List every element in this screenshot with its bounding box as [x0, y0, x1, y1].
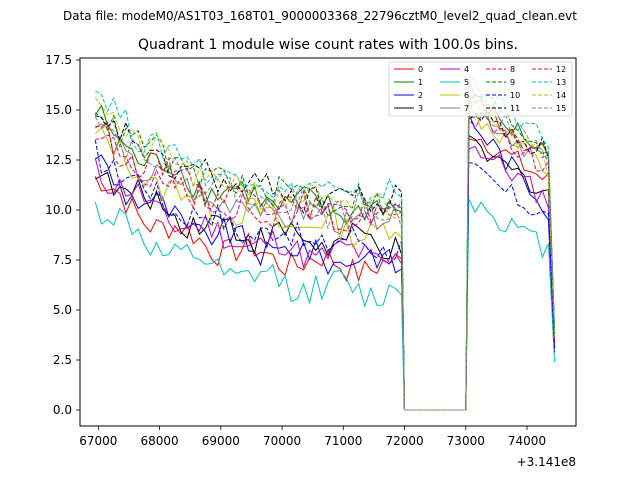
series-line-11 [95, 109, 556, 411]
series-line-2 [95, 113, 556, 411]
series-line-3 [95, 134, 556, 411]
y-tick-label: 7.5 [53, 253, 72, 267]
legend-box [388, 61, 573, 117]
y-tick-label: 10.0 [45, 203, 72, 217]
y-tick-label: 5.0 [53, 303, 72, 317]
chart-title: Quadrant 1 module wise count rates with … [138, 37, 518, 53]
series-layer [94, 74, 556, 411]
legend-label: 10 [510, 91, 520, 100]
y-tick-label: 15.0 [45, 103, 72, 117]
legend-label: 1 [418, 78, 423, 87]
x-tick-label: 72000 [385, 434, 423, 448]
series-line-0 [94, 138, 556, 411]
x-axis: 67000 68000 69000 70000 71000 72000 73000 74000 [79, 426, 546, 448]
legend-label: 7 [464, 104, 469, 113]
legend-label: 12 [556, 65, 566, 74]
legend-label: 4 [464, 65, 469, 74]
series-line-14 [94, 80, 556, 411]
y-tick-label: 12.5 [45, 153, 72, 167]
chart-suptitle: Data file: modeM0/AS1T03_168T01_90000033… [63, 9, 577, 23]
series-line-10 [94, 140, 556, 411]
y-axis: 0.0 2.5 5.0 7.5 10.0 12.5 15.0 17.5 [45, 53, 80, 417]
y-tick-label: 2.5 [53, 353, 72, 367]
x-offset-label: +3.141e8 [517, 455, 576, 469]
series-line-9 [94, 83, 556, 411]
series-line-5 [94, 198, 556, 411]
x-tick-label: 69000 [202, 434, 240, 448]
legend-label: 13 [556, 78, 566, 87]
legend-label: 2 [418, 91, 423, 100]
x-tick-label: 73000 [447, 434, 485, 448]
x-tick-label: 71000 [324, 434, 362, 448]
x-tick-label: 74000 [508, 434, 546, 448]
legend-label: 5 [464, 78, 469, 87]
legend-label: 8 [510, 65, 515, 74]
x-tick-label: 70000 [263, 434, 301, 448]
series-line-6 [94, 102, 556, 411]
series-line-15 [94, 92, 556, 411]
legend-label: 0 [418, 65, 423, 74]
plot-frame [79, 57, 577, 427]
series-line-4 [94, 145, 556, 411]
legend-label: 6 [464, 91, 469, 100]
legend-label: 3 [418, 104, 423, 113]
x-tick-label: 67000 [79, 434, 117, 448]
legend-label: 14 [556, 91, 566, 100]
legend-label: 9 [510, 78, 515, 87]
legend-label: 11 [510, 104, 520, 113]
legend-label: 15 [556, 104, 566, 113]
y-tick-label: 17.5 [45, 53, 72, 67]
y-tick-label: 0.0 [53, 403, 72, 417]
x-tick-label: 68000 [141, 434, 179, 448]
